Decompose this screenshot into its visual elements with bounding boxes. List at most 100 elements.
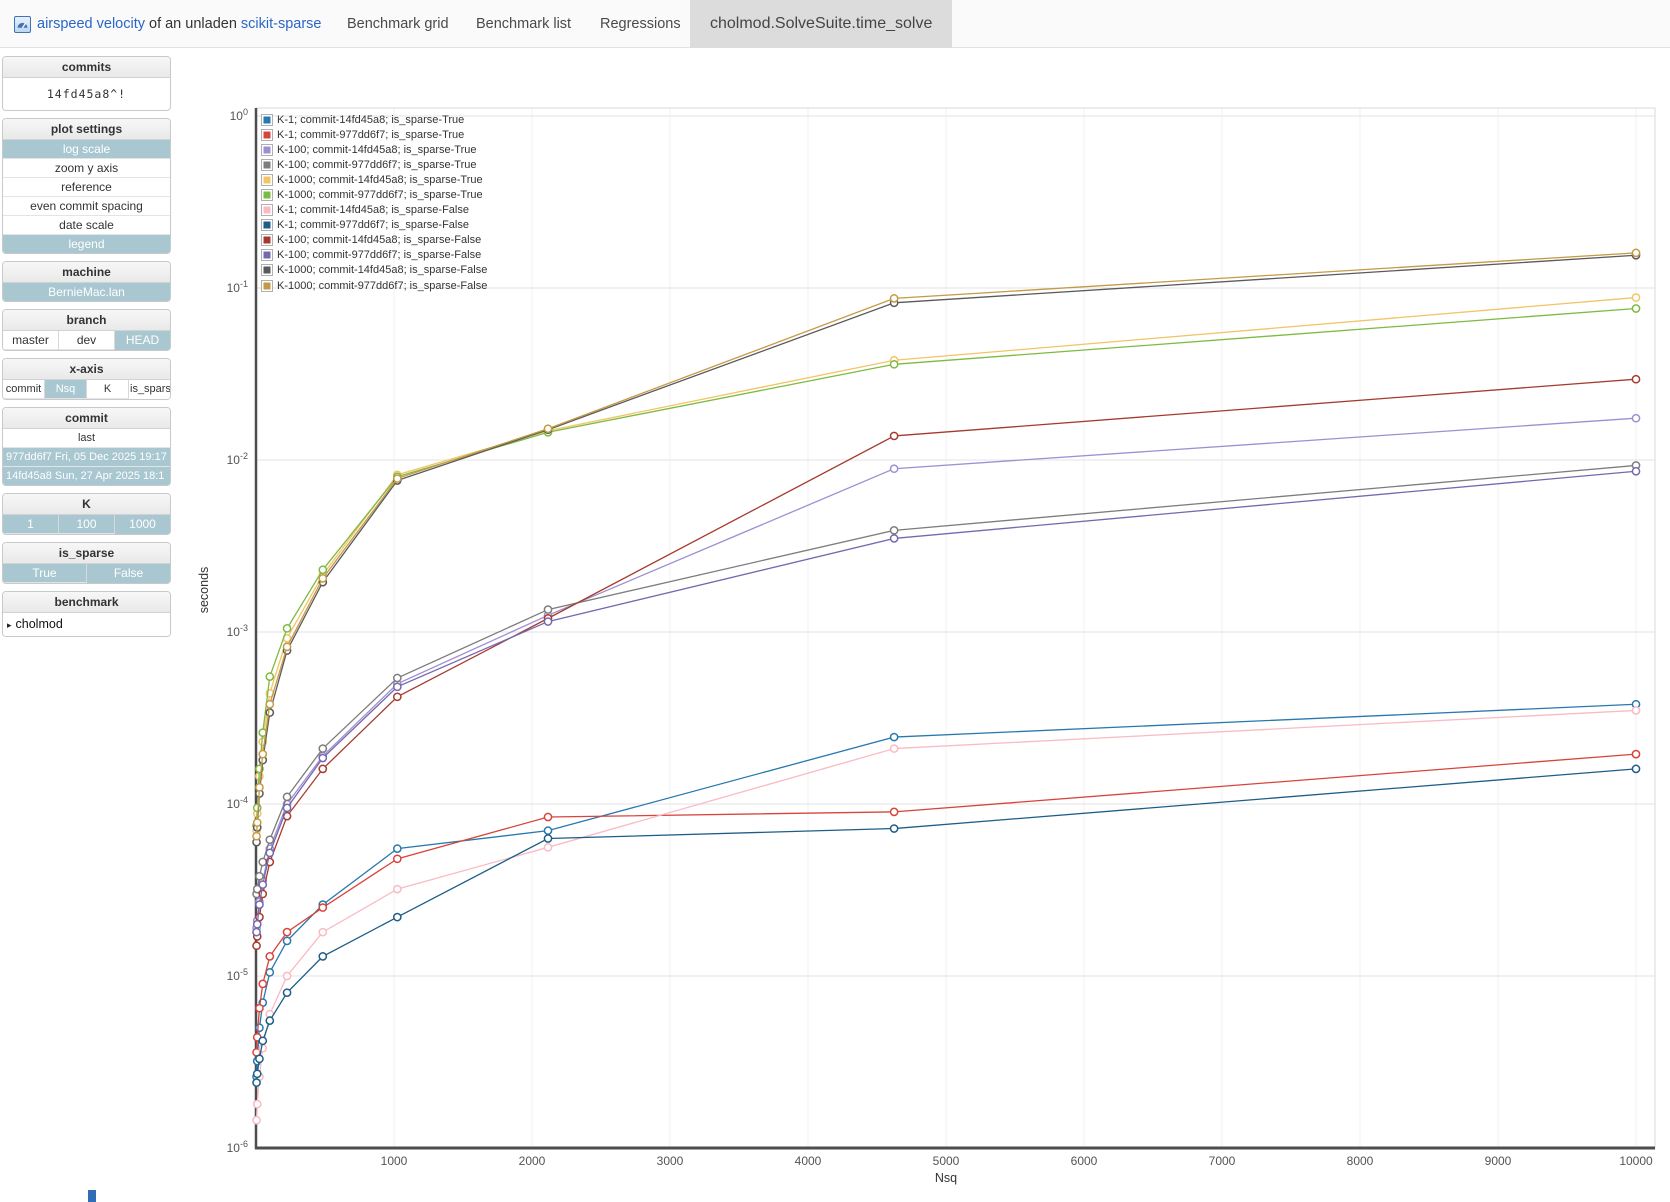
y-tick-label: 10-4 bbox=[227, 795, 248, 811]
panel-commit: commit last 977dd6f7 Fri, 05 Dec 2025 19:1… bbox=[2, 407, 171, 486]
plot-settings-button-reference[interactable]: reference bbox=[3, 178, 170, 197]
data-point-k-1-commit-977dd6f7-is-sparse-false bbox=[889, 824, 899, 833]
nav-benchmark-grid[interactable]: Benchmark grid bbox=[347, 16, 449, 32]
data-point-k-1-commit-14fd45a8-is-sparse-false bbox=[889, 744, 899, 753]
commit-button-last[interactable]: last bbox=[3, 429, 170, 448]
legend-label: K-100; commit-14fd45a8; is_sparse-True bbox=[277, 143, 477, 156]
benchmark-tree-item-cholmod[interactable]: ▸ cholmod bbox=[3, 613, 170, 636]
data-point-k-1-commit-977dd6f7-is-sparse-true bbox=[543, 812, 553, 822]
brand-middle-text: of an unladen bbox=[149, 16, 237, 32]
legend-row: K-100; commit-14fd45a8; is_sparse-True bbox=[261, 142, 487, 157]
data-point-k-100-commit-14fd45a8-is-sparse-false bbox=[1631, 374, 1641, 384]
legend-label: K-100; commit-14fd45a8; is_sparse-False bbox=[277, 234, 482, 247]
data-point-k-100-commit-977dd6f7-is-sparse-false bbox=[258, 880, 268, 889]
panel-title: plot settings bbox=[3, 119, 170, 140]
legend-label: K-1000; commit-977dd6f7; is_sparse-False bbox=[277, 279, 488, 292]
plot-settings-button-zoom-y-axis[interactable]: zoom y axis bbox=[3, 159, 170, 178]
legend-swatch-icon bbox=[261, 158, 273, 171]
data-point-k-1000-commit-977dd6f7-is-sparse-false bbox=[252, 831, 261, 841]
commit-hash-text: 14fd45a8^! bbox=[46, 87, 127, 101]
data-point-k-1000-commit-14fd45a8-is-sparse-false bbox=[265, 708, 275, 717]
branch-button-master[interactable]: master bbox=[3, 331, 59, 350]
data-point-k-100-commit-977dd6f7-is-sparse-false bbox=[543, 617, 553, 626]
data-point-k-100-commit-977dd6f7-is-sparse-true bbox=[252, 884, 262, 894]
panel-title: K bbox=[3, 494, 170, 515]
data-point-k-1000-commit-977dd6f7-is-sparse-false bbox=[318, 574, 328, 583]
bottom-left-fragment bbox=[88, 1190, 96, 1202]
branch-button-head[interactable]: HEAD bbox=[115, 331, 170, 350]
plot-settings-button-even-commit-spacing[interactable]: even commit spacing bbox=[3, 197, 170, 216]
data-point-k-100-commit-14fd45a8-is-sparse-false bbox=[252, 941, 261, 951]
k-button-1[interactable]: 1 bbox=[3, 515, 59, 534]
data-point-k-1-commit-977dd6f7-is-sparse-false bbox=[392, 912, 402, 922]
plot-settings-button-log-scale[interactable]: log scale bbox=[3, 140, 170, 159]
data-point-k-1-commit-14fd45a8-is-sparse-true bbox=[282, 936, 292, 946]
data-point-k-1-commit-14fd45a8-is-sparse-false bbox=[1631, 706, 1641, 715]
plot-settings-button-date-scale[interactable]: date scale bbox=[3, 216, 170, 235]
commit-button-977dd6f7-fri-05-dec-2025-19-17[interactable]: 977dd6f7 Fri, 05 Dec 2025 19:17 bbox=[3, 448, 170, 467]
legend-label: K-1000; commit-14fd45a8; is_sparse-True bbox=[277, 173, 483, 186]
legend-row: K-1000; commit-14fd45a8; is_sparse-True bbox=[261, 172, 487, 187]
data-point-k-100-commit-977dd6f7-is-sparse-false bbox=[318, 753, 328, 763]
data-point-k-100-commit-977dd6f7-is-sparse-true bbox=[318, 744, 328, 753]
legend-label: K-1; commit-14fd45a8; is_sparse-True bbox=[277, 113, 465, 126]
x-axis-button-commit[interactable]: commit bbox=[3, 380, 45, 399]
data-point-k-100-commit-977dd6f7-is-sparse-false bbox=[1631, 466, 1641, 476]
data-point-k-1-commit-977dd6f7-is-sparse-false bbox=[543, 834, 553, 843]
brand-link-project[interactable]: scikit-sparse bbox=[240, 16, 322, 32]
nav-benchmark-list[interactable]: Benchmark list bbox=[476, 16, 572, 32]
y-tick-label: 10-3 bbox=[227, 623, 248, 639]
k-button-100[interactable]: 100 bbox=[59, 515, 115, 534]
brand-link-asv[interactable]: airspeed velocity bbox=[37, 16, 145, 32]
data-point-k-100-commit-977dd6f7-is-sparse-false bbox=[252, 927, 261, 937]
top-navbar: airspeed velocity of an unladen scikit-s… bbox=[0, 0, 1670, 48]
data-point-k-1000-commit-977dd6f7-is-sparse-false bbox=[252, 818, 262, 827]
k-button-1000[interactable]: 1000 bbox=[115, 515, 170, 534]
panel-title: commits bbox=[3, 57, 170, 78]
x-tick-label: 3000 bbox=[657, 1154, 684, 1168]
x-tick-label: 10000 bbox=[1619, 1154, 1653, 1168]
data-point-k-1-commit-977dd6f7-is-sparse-true bbox=[1631, 749, 1641, 759]
data-point-k-1-commit-14fd45a8-is-sparse-true bbox=[889, 732, 899, 742]
legend-label: K-1; commit-977dd6f7; is_sparse-True bbox=[277, 128, 465, 141]
commit-button-14fd45a8-sun-27-apr-2025-18-1[interactable]: 14fd45a8 Sun, 27 Apr 2025 18:1 bbox=[3, 467, 170, 485]
data-point-k-1-commit-977dd6f7-is-sparse-true bbox=[392, 854, 402, 864]
data-point-k-100-commit-977dd6f7-is-sparse-true bbox=[265, 835, 275, 845]
branch-button-dev[interactable]: dev bbox=[59, 331, 115, 350]
legend-swatch-icon bbox=[261, 264, 273, 277]
is-sparse-button-true[interactable]: True bbox=[3, 564, 87, 583]
data-point-k-1-commit-977dd6f7-is-sparse-false bbox=[258, 1036, 268, 1046]
legend-swatch-icon bbox=[261, 113, 273, 126]
brand: airspeed velocity of an unladen scikit-s… bbox=[14, 0, 321, 48]
legend-swatch-icon bbox=[261, 249, 273, 262]
plot-settings-button-legend[interactable]: legend bbox=[3, 235, 170, 253]
data-point-k-100-commit-977dd6f7-is-sparse-false bbox=[392, 682, 402, 692]
x-axis-button-k[interactable]: K bbox=[87, 380, 129, 399]
data-point-k-1-commit-14fd45a8-is-sparse-false bbox=[318, 927, 328, 937]
data-point-k-1000-commit-977dd6f7-is-sparse-true bbox=[889, 359, 899, 369]
active-benchmark-tab[interactable]: cholmod.SolveSuite.time_solve bbox=[690, 0, 953, 48]
nav-regressions[interactable]: Regressions bbox=[600, 16, 681, 32]
data-point-k-100-commit-977dd6f7-is-sparse-true bbox=[543, 605, 553, 614]
data-point-k-100-commit-977dd6f7-is-sparse-false bbox=[265, 848, 275, 858]
data-point-k-1-commit-977dd6f7-is-sparse-true bbox=[265, 952, 275, 961]
panel-k: K 1 100 1000 bbox=[2, 493, 171, 535]
legend-row: K-1000; commit-977dd6f7; is_sparse-True bbox=[261, 187, 487, 202]
x-tick-label: 2000 bbox=[519, 1154, 546, 1168]
data-point-k-100-commit-977dd6f7-is-sparse-true bbox=[258, 857, 268, 867]
legend-label: K-1000; commit-977dd6f7; is_sparse-True bbox=[277, 189, 483, 202]
is-sparse-button-false[interactable]: False bbox=[87, 564, 170, 583]
legend-row: K-100; commit-977dd6f7; is_sparse-False bbox=[261, 248, 487, 263]
data-point-k-1000-commit-977dd6f7-is-sparse-false bbox=[1631, 248, 1641, 258]
legend-row: K-1; commit-977dd6f7; is_sparse-False bbox=[261, 218, 487, 233]
x-axis-button-is-sparse[interactable]: is_sparse bbox=[129, 380, 170, 399]
tree-expand-arrow-icon[interactable]: ▸ bbox=[7, 620, 12, 630]
sidebar: commits 14fd45a8^! plot settings log scale z… bbox=[2, 56, 171, 644]
machine-button-berniemac-lan[interactable]: BernieMac.lan bbox=[3, 283, 170, 301]
legend-label: K-100; commit-977dd6f7; is_sparse-True bbox=[277, 158, 477, 171]
x-axis-button-nsq[interactable]: Nsq bbox=[45, 380, 87, 399]
data-point-k-100-commit-14fd45a8-is-sparse-true bbox=[889, 464, 899, 474]
data-point-k-1000-commit-977dd6f7-is-sparse-false bbox=[255, 782, 264, 792]
